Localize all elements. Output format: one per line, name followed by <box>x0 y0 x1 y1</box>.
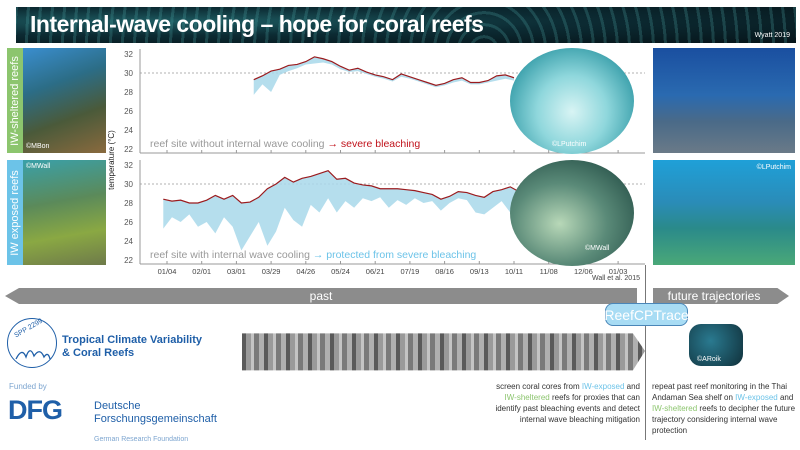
photo-bleached-coral: ©LPutchim <box>510 48 634 154</box>
photo-credit: ©ARoik <box>697 356 721 363</box>
y-tick-label: 28 <box>124 88 133 97</box>
dfg-name: Deutsche Forschungsgemeinschaft <box>94 400 217 425</box>
photo-reef-future: ©LPutchim <box>653 160 795 265</box>
y-tick-label: 22 <box>124 145 133 154</box>
divider <box>645 265 646 440</box>
x-tick-label: 03/01 <box>227 267 246 276</box>
temperature-range-without-cooling <box>253 56 514 95</box>
x-tick-label: 06/21 <box>366 267 385 276</box>
future-label: future trajectories <box>667 289 761 303</box>
x-tick-label: 11/08 <box>540 267 558 276</box>
spp-logo: SPP 2299 <box>7 318 57 368</box>
caption-without-cooling: reef site without internal wave cooling … <box>150 138 420 150</box>
x-tick-label: 07/19 <box>401 267 420 276</box>
spp-logo-text: SPP 2299 <box>13 317 45 340</box>
label-exposed: IW exposed reefs <box>7 160 23 265</box>
photo-credit: ©MWall <box>26 163 51 170</box>
author-credit: Wyatt 2019 <box>754 32 790 39</box>
caption-with-cooling: reef site with internal wave cooling → p… <box>150 249 476 261</box>
dfg-logo: DFG <box>8 395 63 425</box>
chart-source: Wall et al. 2015 <box>592 275 640 282</box>
x-tick-label: 10/11 <box>505 267 523 276</box>
photo-credit: ©MWall <box>585 245 610 252</box>
x-tick-label: 01/03 <box>609 267 628 276</box>
y-tick-label: 32 <box>124 50 133 59</box>
y-tick-label: 30 <box>124 180 133 189</box>
future-monitoring-text: repeat past reef monitoring in the Thai … <box>652 382 796 435</box>
temperature-range-with-cooling <box>163 170 519 251</box>
mean-temperature-line-without-cooling <box>253 56 515 86</box>
x-tick-label: 03/29 <box>262 267 281 276</box>
photo-credit: ©LPutchim <box>756 164 791 171</box>
program-name: Tropical Climate Variability & Coral Reef… <box>62 334 202 359</box>
photo-monitoring: ©ARoik <box>689 324 743 366</box>
x-tick-label: 01/04 <box>158 267 177 276</box>
label-sheltered: IW-sheltered reefs <box>7 48 23 153</box>
photo-credit: ©MBon <box>26 143 50 150</box>
future-arrow: future trajectories <box>653 288 789 304</box>
core-screening-text: screen coral cores from IW-exposed and I… <box>495 382 640 424</box>
title-banner: Internal-wave cooling – hope for coral r… <box>16 7 796 43</box>
x-tick-label: 12/06 <box>574 267 593 276</box>
funded-by: Funded by <box>9 382 47 391</box>
y-tick-label: 30 <box>124 69 133 78</box>
dfg-english: German Research Foundation <box>94 436 189 443</box>
photo-credit: ©LPutchim <box>552 141 587 148</box>
y-axis-label: temperature (°C) <box>107 130 116 190</box>
y-tick-label: 26 <box>124 107 133 116</box>
y-tick-label: 26 <box>124 218 133 227</box>
photo-diver-reef <box>653 48 795 153</box>
x-tick-label: 09/13 <box>470 267 489 276</box>
photo-healthy-coral: ©MWall <box>510 160 634 266</box>
y-tick-label: 24 <box>124 237 133 246</box>
x-tick-label: 04/26 <box>296 267 315 276</box>
x-tick-label: 02/01 <box>192 267 211 276</box>
coral-core-image <box>242 333 645 371</box>
coral-icon <box>15 350 51 360</box>
past-label: past <box>309 289 333 303</box>
y-tick-label: 28 <box>124 199 133 208</box>
past-arrow: past <box>5 288 637 304</box>
mean-temperature-line-with-cooling <box>163 170 520 204</box>
poster-title: Internal-wave cooling – hope for coral r… <box>30 11 484 37</box>
y-tick-label: 22 <box>124 256 133 265</box>
x-tick-label: 05/24 <box>331 267 350 276</box>
reefcptrace-button[interactable]: ReefCPTrace <box>604 303 689 326</box>
x-tick-label: 08/16 <box>435 267 454 276</box>
y-tick-label: 32 <box>124 161 133 170</box>
photo-exposed-reef: ©MWall <box>23 160 106 265</box>
photo-sheltered-reef: ©MBon <box>23 48 106 153</box>
y-tick-label: 24 <box>124 126 133 135</box>
